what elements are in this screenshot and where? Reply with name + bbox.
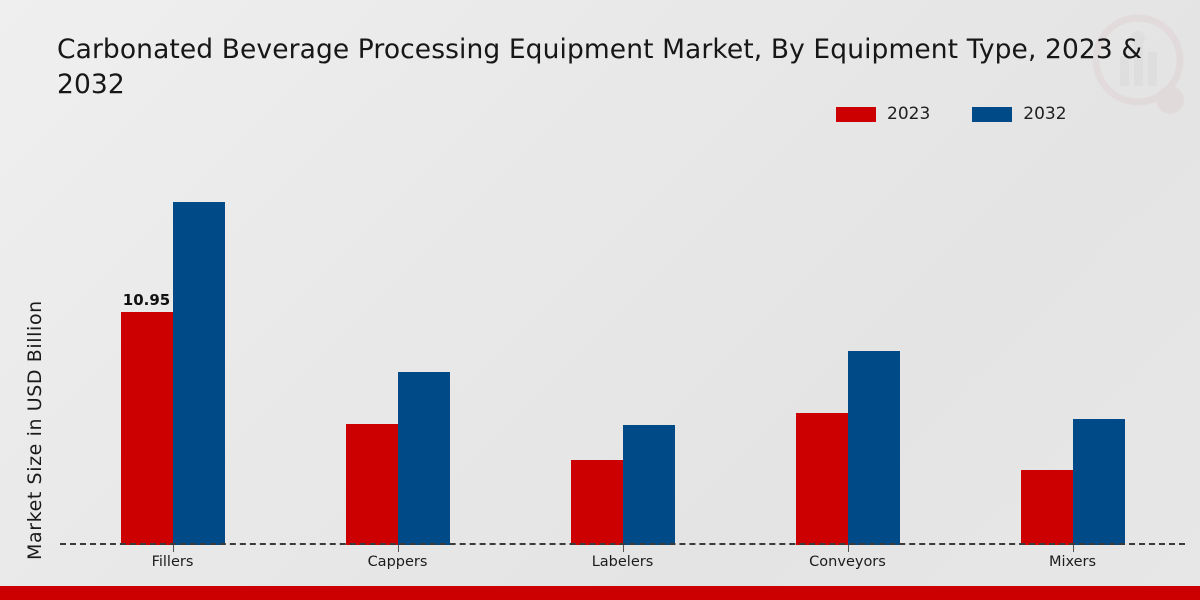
x-tick-mixers: Mixers xyxy=(960,545,1185,575)
x-axis-ticks: Fillers Cappers Labelers Conveyors Mixer… xyxy=(60,545,1185,575)
tick-mark-icon xyxy=(397,545,399,552)
y-axis-title: Market Size in USD Billion xyxy=(24,300,46,560)
bar-group-conveyors xyxy=(735,140,960,545)
bar-cappers-2032[interactable] xyxy=(397,372,450,545)
bar-labelers-2023[interactable] xyxy=(570,459,623,545)
x-tick-fillers: Fillers xyxy=(60,545,285,575)
plot-area: 10.95 xyxy=(60,140,1185,545)
page-title: Carbonated Beverage Processing Equipment… xyxy=(57,34,1143,101)
legend-label-2023: 2023 xyxy=(887,104,931,124)
x-tick-label-cappers: Cappers xyxy=(367,554,428,570)
bar-group-cappers xyxy=(285,140,510,545)
bar-cappers-2023[interactable] xyxy=(345,423,398,545)
bar-conveyors-2023[interactable] xyxy=(795,412,848,545)
tick-mark-icon xyxy=(847,545,849,552)
x-tick-cappers: Cappers xyxy=(285,545,510,575)
x-tick-labelers: Labelers xyxy=(510,545,735,575)
tick-mark-icon xyxy=(622,545,624,552)
x-tick-label-fillers: Fillers xyxy=(151,554,194,570)
bar-labelers-2032[interactable] xyxy=(622,424,675,545)
bar-groups: 10.95 xyxy=(60,140,1185,545)
x-tick-conveyors: Conveyors xyxy=(735,545,960,575)
footer-accent-bar xyxy=(0,586,1200,600)
bar-conveyors-2032[interactable] xyxy=(847,351,900,545)
legend-label-2032: 2032 xyxy=(1023,104,1067,124)
x-tick-label-conveyors: Conveyors xyxy=(809,554,886,570)
tick-mark-icon xyxy=(1072,545,1074,552)
bar-mixers-2023[interactable] xyxy=(1020,470,1073,545)
x-tick-label-mixers: Mixers xyxy=(1048,554,1097,570)
bar-value-fillers-2023: 10.95 xyxy=(122,290,171,309)
tick-mark-icon xyxy=(172,545,174,552)
legend-swatch-icon-2032 xyxy=(972,106,1013,122)
bar-group-fillers: 10.95 xyxy=(60,140,285,545)
bar-fillers-2032[interactable] xyxy=(172,201,225,545)
x-tick-label-labelers: Labelers xyxy=(591,554,654,570)
bar-group-mixers xyxy=(960,140,1185,545)
chart-legend: 2023 2032 xyxy=(836,104,1067,124)
x-axis-baseline xyxy=(60,543,1185,545)
bar-fillers-2023[interactable]: 10.95 xyxy=(120,291,173,545)
legend-item-2032[interactable]: 2032 xyxy=(972,104,1067,124)
bar-group-labelers xyxy=(510,140,735,545)
legend-swatch-icon-2023 xyxy=(836,106,876,122)
bar-mixers-2032[interactable] xyxy=(1072,419,1125,545)
legend-item-2023[interactable]: 2023 xyxy=(836,104,930,124)
